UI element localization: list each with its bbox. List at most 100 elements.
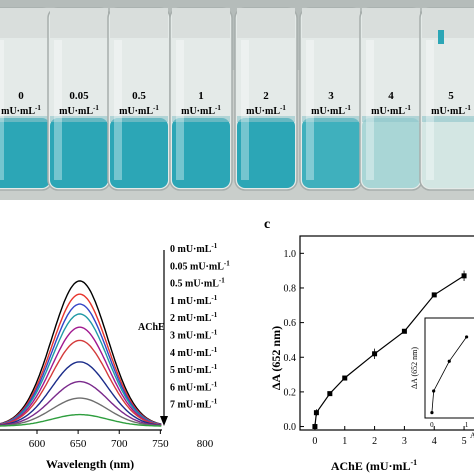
inset-y-label: ΔA (652 nm) [410,347,419,389]
vial-unit-label: mU·mL-1 [1,104,41,117]
vial-4: 2 mU·mL-1 [234,7,298,191]
vial-meniscus [172,116,230,122]
vial-meniscus [237,116,295,122]
legend-entry-1: 0.05 mU·mL-1 [170,259,230,272]
spectrum-line-7 [0,380,162,427]
vial-liquid [110,118,168,188]
legend-entry-2: 0.5 mU·mL-1 [170,277,225,290]
legend-entry-5: 3 mU·mL-1 [170,329,218,342]
calib-point [401,328,407,334]
vial-highlight [54,40,62,180]
spectra-curves [0,280,162,427]
vial-liquid [302,118,360,188]
vial-unit-label: mU·mL-1 [431,104,471,117]
vial-unit-label: mU·mL-1 [119,104,159,117]
inset-point [447,359,451,363]
legend-entry-7: 5 mU·mL-1 [170,363,218,376]
calib-y-tick-label: 0.6 [284,318,297,329]
vial-unit-label: mU·mL-1 [311,104,351,117]
calib-x-tick-label: 3 [402,436,407,447]
vial-value-label: 5 [448,90,454,102]
vial-neck [110,8,168,38]
inset-x-label: A [470,431,474,440]
calib-point [342,375,348,381]
inset-x-tick-label: 0 [430,421,434,429]
calib-x-tick-label: 1 [342,436,347,447]
calib-x-tick-label: 4 [432,436,437,447]
spectra-x-tick-label: 600 [29,438,46,450]
vial-liquid [362,118,420,188]
vial-value-label: 1 [198,90,204,102]
vial-meniscus [0,116,50,122]
spectra-x-tick-label: 700 [111,438,128,450]
vial-value-label: 4 [388,90,394,102]
vial-6: 4 mU·mL-1 [359,7,423,191]
vial-neck [50,8,108,38]
vial-highlight [0,40,4,180]
spectrum-line-1 [0,293,162,425]
calib-y-label: ΔA (652 nm) [269,326,283,390]
spectra-x-ticks: 600 650 700 750 800 [29,430,214,450]
inset-x-tick-label: 1 [465,421,469,429]
vial-liquid [50,118,108,188]
calib-point [372,351,378,357]
vial-unit-label: mU·mL-1 [59,104,99,117]
inset-point [465,335,469,339]
blue-stain [438,30,444,44]
inset-line [431,336,467,413]
vial-unit-label: mU·mL-1 [246,104,286,117]
calib-line [314,275,465,427]
vial-value-label: 0.05 [69,90,89,102]
vial-3: 1 mU·mL-1 [169,7,233,191]
inset-point [430,410,434,415]
spectrum-line-0 [0,280,162,425]
legend-entry-6: 4 mU·mL-1 [170,346,218,359]
calib-y-tick-label: 0.0 [284,422,297,433]
vial-highlight [114,40,122,180]
calib-point [327,391,333,397]
vial-highlight [306,40,314,180]
vial-neck [422,8,474,38]
calib-x-label: AChE (mU·mL-1 [331,458,417,473]
vial-neck [0,8,50,38]
calib-x-tick-label: 0 [312,436,317,447]
vial-unit-label: mU·mL-1 [181,104,221,117]
vial-neck [237,8,295,38]
vial-highlight [426,40,434,180]
inset-point [432,389,436,393]
vial-7: 5 mU·mL-1 [419,7,474,191]
legend-entry-3: 1 mU·mL-1 [170,294,218,307]
calib-point [461,273,467,279]
calib-series [312,270,467,430]
calib-x-ticks: 0 1 2 3 4 5 [312,426,467,447]
vial-unit-label: mU·mL-1 [371,104,411,117]
vial-1: 0.05 mU·mL-1 [47,7,111,191]
vial-meniscus [422,116,474,122]
vial-0: 0 mU·mL-1 [0,7,53,191]
legend-title: AChE [138,322,165,333]
vial-neck [172,8,230,38]
calib-plot-frame [299,235,474,431]
vial-meniscus [302,116,360,122]
spectra-x-label: Wavelength (nm) [46,457,134,471]
vial-liquid [172,118,230,188]
vial-2: 0.5 mU·mL-1 [107,7,171,191]
calib-y-tick-label: 1.0 [284,249,297,260]
legend-arrow-head [160,416,168,426]
spectra-x-tick-label: 650 [70,438,87,450]
calib-point [313,410,319,416]
spectrum-line-6 [0,361,162,426]
spectrum-line-8 [0,397,162,427]
spectrum-line-2 [0,303,162,426]
spectra-x-tick-label: 800 [197,438,214,450]
vial-liquid [0,118,50,188]
vial-meniscus [362,116,420,122]
vial-group: 0 mU·mL-1 0.05 mU·mL-1 0.5 mU·mL-1 1 mU·mL-1 2 mU… [0,7,474,191]
spectrum-line-3 [0,313,162,426]
calib-x-tick-label: 5 [462,436,467,447]
vial-meniscus [110,116,168,122]
vial-highlight [366,40,374,180]
spectra-x-tick-label: 750 [152,438,169,450]
